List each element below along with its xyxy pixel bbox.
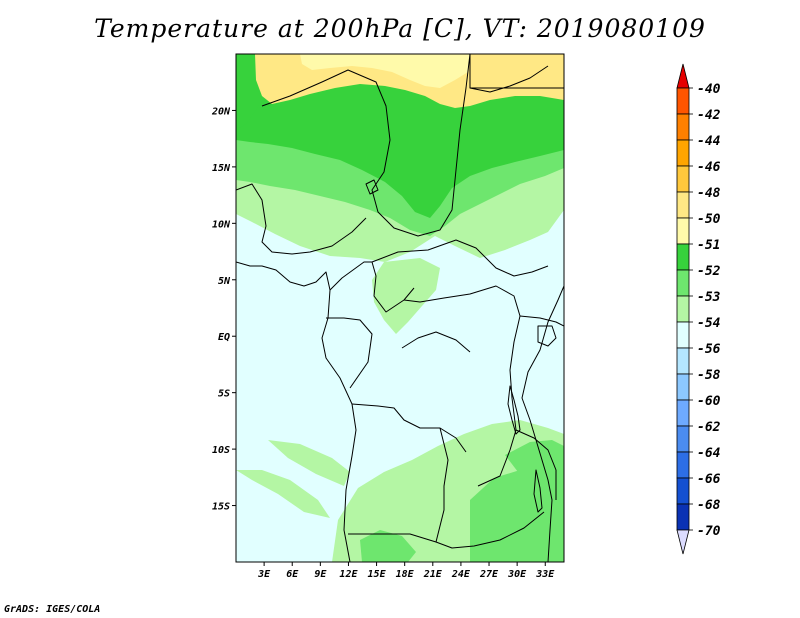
river-congo	[401, 331, 471, 353]
colorbar-label: -51	[697, 238, 720, 253]
colorbar-swatch	[676, 139, 690, 167]
colorbar-label: -70	[697, 524, 721, 539]
border-sahel-north	[261, 54, 471, 237]
colorbar-swatch	[676, 373, 690, 401]
colorbar-label: -58	[697, 368, 721, 383]
colorbar-swatch	[676, 113, 690, 141]
colorbar-label: -68	[697, 498, 721, 513]
temp-region-green-light-sw2	[268, 440, 350, 486]
lake-victoria	[537, 325, 557, 347]
lat-tick-label: EQ	[218, 332, 230, 343]
temp-region-green-light-center	[372, 258, 440, 334]
colorbar-bottom-arrow	[676, 529, 690, 555]
colorbar-top-arrow	[676, 63, 690, 89]
border-tanzania	[519, 315, 564, 327]
lake-chad	[365, 179, 379, 195]
colorbar-label: -60	[697, 394, 721, 409]
lon-tick-label: 6E	[286, 569, 299, 580]
colorbar-swatch	[676, 269, 690, 297]
lake-tanganyika	[507, 385, 521, 435]
colorbar-swatch	[676, 347, 690, 375]
colorbar-label: -53	[697, 290, 721, 305]
colorbar-label: -56	[697, 342, 721, 357]
lon-axis: 3E 6E 9E 12E 15E 18E 21E 24E 27E 30E 33E	[257, 562, 555, 580]
colorbar-label: -48	[697, 186, 721, 201]
map-frame	[235, 53, 565, 563]
lon-tick-label: 21E	[423, 569, 443, 580]
colorbar-label: -50	[697, 212, 721, 227]
colorbar-swatch	[676, 399, 690, 427]
colorbar-swatch	[676, 295, 690, 323]
colorbar-swatch	[676, 191, 690, 219]
border-central-african	[371, 239, 549, 277]
border-angola-north	[351, 403, 467, 453]
temperature-fill-layer	[236, 54, 564, 562]
colorbar-label: -66	[697, 472, 721, 487]
colorbar-label: -42	[697, 108, 721, 123]
lat-tick-label: 10N	[212, 219, 231, 230]
colorbar-label: -54	[697, 316, 721, 331]
east-coast-line	[521, 285, 564, 562]
temp-region-yellow-light	[300, 54, 470, 88]
border-angola-south	[348, 511, 545, 549]
colorbar-swatch	[676, 477, 690, 505]
colorbar-swatch	[676, 451, 690, 479]
lon-tick-label: 18E	[396, 569, 415, 580]
colorbar-label: -52	[697, 264, 721, 279]
colorbar-label: -40	[697, 82, 721, 97]
border-drc-east	[477, 315, 521, 487]
colorbar-swatch	[676, 217, 690, 245]
colorbar-swatch	[676, 425, 690, 453]
colorbar-label: -46	[697, 160, 721, 175]
chart-title: Temperature at 200hPa [C], VT: 201908010…	[94, 14, 706, 43]
lat-tick-label: 15N	[212, 163, 231, 174]
grads-credit: GrADS: IGES/COLA	[4, 604, 101, 615]
border-drc-north	[403, 285, 521, 317]
lat-tick-label: 10S	[212, 445, 230, 456]
lat-axis: 20N 15N 10N 5N EQ 5S 10S 15S	[211, 106, 236, 513]
lon-tick-label: 9E	[314, 569, 327, 580]
colorbar-label: -62	[697, 420, 721, 435]
lake-malawi	[533, 469, 543, 513]
temp-region-green-light-sw1	[236, 470, 330, 518]
colorbar-swatch	[676, 243, 690, 271]
coastlines-borders	[236, 54, 564, 562]
colorbar-swatch	[676, 87, 690, 115]
temp-region-green-mid-sw	[360, 530, 416, 562]
lon-tick-label: 12E	[339, 569, 358, 580]
colorbar-label: -44	[697, 134, 721, 149]
lat-tick-label: 5S	[218, 389, 230, 400]
colorbar-swatch	[676, 503, 690, 531]
colorbar-legend: -40 -42 -44 -46 -48 -50 -51 -52 -53 -54 -56 -58 -60 -…	[676, 63, 721, 555]
lon-tick-label: 15E	[368, 569, 387, 580]
border-west-africa	[236, 183, 367, 255]
border-gabon-congo	[326, 317, 373, 389]
lon-tick-label: 33E	[535, 569, 555, 580]
lon-tick-label: 24E	[451, 569, 471, 580]
lon-tick-label: 30E	[507, 569, 527, 580]
lat-tick-label: 20N	[211, 106, 231, 117]
lon-tick-label: 27E	[479, 569, 499, 580]
border-cameroon	[329, 261, 415, 313]
colorbar-swatch	[676, 165, 690, 193]
lat-tick-label: 15S	[212, 502, 230, 513]
lat-tick-label: 5N	[218, 276, 231, 287]
egypt-sudan-border	[469, 54, 549, 93]
colorbar-label: -64	[697, 446, 721, 461]
colorbar-swatch	[676, 321, 690, 349]
border-mozambique	[515, 429, 557, 500]
temp-region-green-mid-se	[505, 440, 564, 486]
border-zambia	[435, 427, 449, 543]
lon-tick-label: 3E	[257, 569, 271, 580]
